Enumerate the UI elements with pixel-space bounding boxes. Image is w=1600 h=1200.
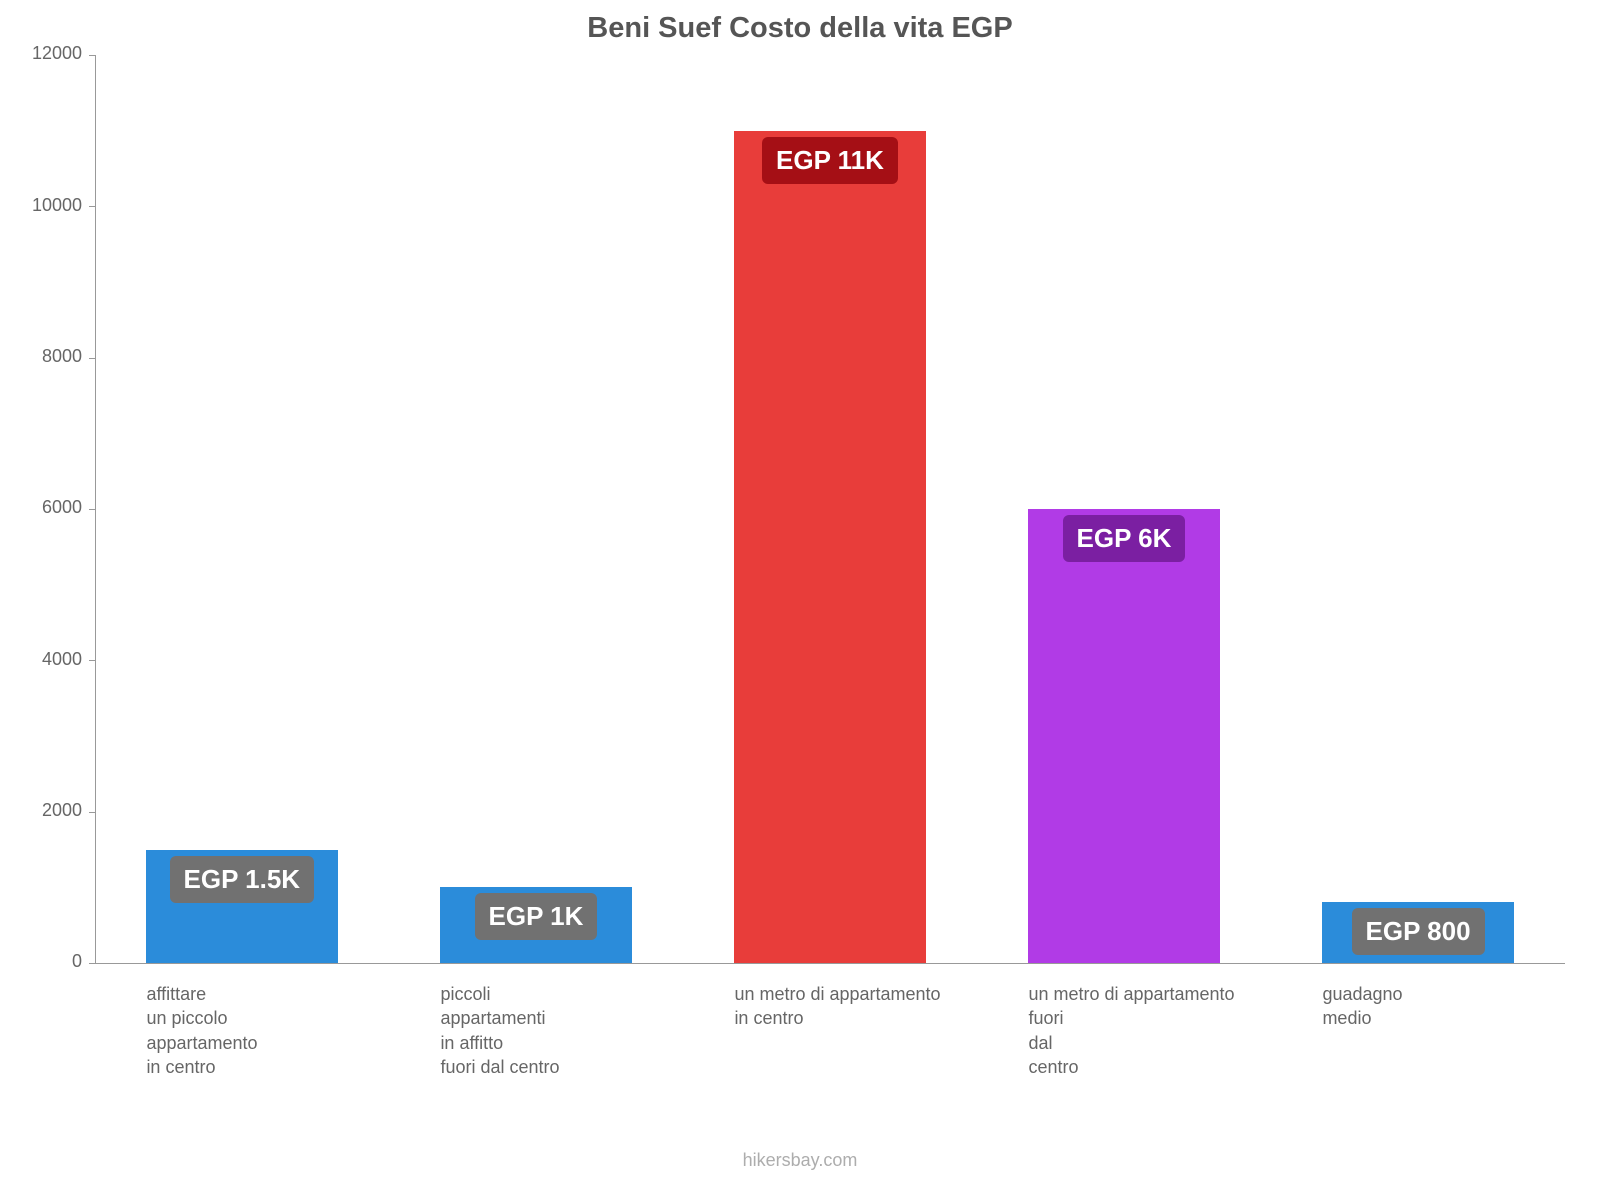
y-tick [89, 963, 95, 964]
y-tick-label: 8000 [0, 346, 82, 367]
x-tick [1322, 963, 1323, 969]
y-tick-label: 4000 [0, 649, 82, 670]
y-tick [89, 55, 95, 56]
bar [1028, 509, 1219, 963]
chart-title: Beni Suef Costo della vita EGP [0, 12, 1600, 45]
y-tick [89, 358, 95, 359]
x-tick-label: piccoli appartamenti in affitto fuori da… [440, 982, 763, 1079]
bar-value-label: EGP 1.5K [170, 856, 315, 903]
x-tick-label: guadagno medio [1322, 982, 1600, 1031]
y-tick [89, 812, 95, 813]
watermark: hikersbay.com [0, 1150, 1600, 1171]
y-tick-label: 0 [0, 951, 82, 972]
bar [734, 131, 925, 963]
x-tick [1028, 963, 1029, 969]
y-tick [89, 509, 95, 510]
bar-value-label: EGP 6K [1063, 515, 1186, 562]
bar-value-label: EGP 800 [1352, 908, 1485, 955]
x-tick [734, 963, 735, 969]
x-tick-label: un metro di appartamento fuori dal centr… [1028, 982, 1351, 1079]
y-tick [89, 660, 95, 661]
bar-value-label: EGP 1K [475, 893, 598, 940]
bar-value-label: EGP 11K [762, 137, 898, 184]
x-tick [440, 963, 441, 969]
y-tick-label: 10000 [0, 195, 82, 216]
y-tick-label: 6000 [0, 497, 82, 518]
cost-of-living-bar-chart: Beni Suef Costo della vita EGP 0 2000 4000 6… [0, 0, 1600, 1200]
y-axis [95, 55, 96, 963]
x-tick [146, 963, 147, 969]
y-tick-label: 2000 [0, 800, 82, 821]
y-tick [89, 206, 95, 207]
x-tick-label: un metro di appartamento in centro [734, 982, 1057, 1031]
x-tick-label: affittare un piccolo appartamento in cen… [146, 982, 469, 1079]
y-tick-label: 12000 [0, 43, 82, 64]
